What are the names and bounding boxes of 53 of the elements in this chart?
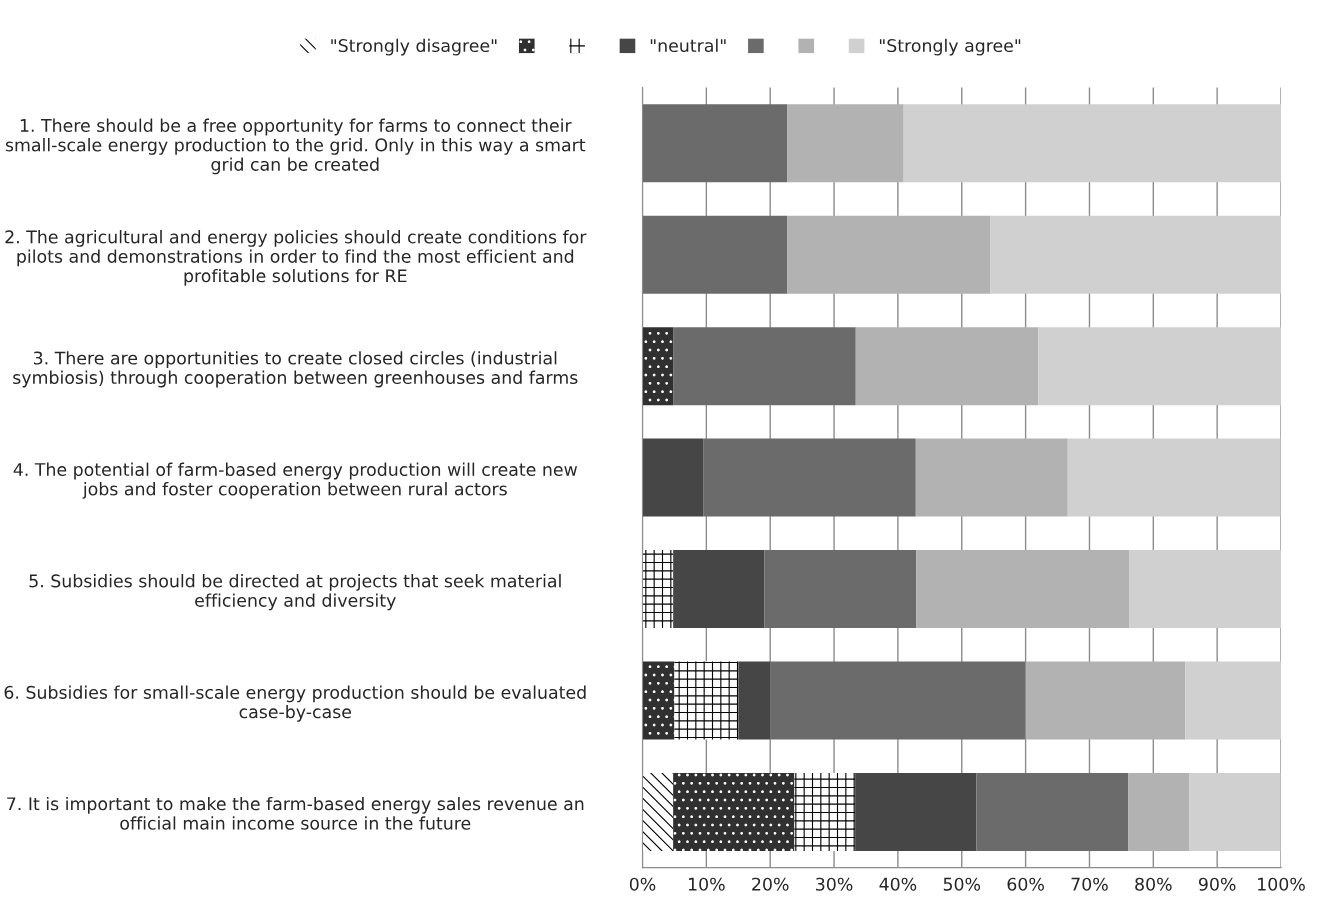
x-tick-label: 20% xyxy=(752,877,789,891)
legend-label: "neutral" xyxy=(650,38,726,53)
y-tick-label: 4. The potential of farm-based energy production will create new jobs and foster cooperation between rural actors xyxy=(13,462,578,499)
y-tick-label: 5. Subsidies should be directed at projects that seek material efficiency and diversity xyxy=(29,574,561,611)
bar xyxy=(1129,550,1282,629)
bar xyxy=(1128,772,1190,851)
bar xyxy=(673,550,765,629)
x-tick-label: 70% xyxy=(1071,877,1108,891)
x-tick-label: 0% xyxy=(629,877,656,891)
x-tick-label: 30% xyxy=(816,877,853,891)
x-tick-label: 60% xyxy=(1007,877,1044,891)
bar xyxy=(855,327,1039,406)
bar xyxy=(1038,327,1282,406)
bar xyxy=(915,438,1068,517)
bar xyxy=(674,661,739,740)
x-tick-label: 100% xyxy=(1258,877,1305,891)
bar xyxy=(642,104,788,183)
bar xyxy=(642,550,674,629)
bar xyxy=(642,327,674,406)
y-tick-label: 7. It is important to make the farm-based energy sales revenue an official main income source in the future xyxy=(7,796,584,830)
bar xyxy=(787,215,991,294)
bar xyxy=(770,661,1026,740)
bar xyxy=(976,772,1129,851)
bar xyxy=(916,550,1130,629)
bar xyxy=(738,661,771,740)
legend-label: "Strongly disagree" xyxy=(331,38,497,56)
bar xyxy=(642,438,704,517)
bar xyxy=(1189,772,1281,851)
y-tick-label: 6. Subsidies for small-scale energy production should be evaluated case-by-case xyxy=(4,685,586,722)
bar xyxy=(673,327,856,406)
bar xyxy=(903,104,1282,183)
bar xyxy=(703,438,916,517)
bar xyxy=(787,104,904,183)
y-tick-label: 3. There are opportunities to create closed circles (industrial symbiosis) through cooperation between greenhouses and farms xyxy=(13,351,578,388)
legend-label: "Strongly agree" xyxy=(879,38,1021,56)
y-tick-label: 2. The agricultural and energy policies should create conditions for pilots and demonstrations in order to find the most efficient and profitable solutions for RE xyxy=(5,230,587,286)
x-tick-label: 80% xyxy=(1135,877,1172,891)
x-tick-label: 10% xyxy=(688,877,725,891)
bar xyxy=(1067,438,1281,517)
x-tick-label: 40% xyxy=(879,877,917,891)
bar xyxy=(673,772,795,851)
y-tick-label: 1. There should be a free opportunity for farms to connect their small-scale energy production to the grid. Only in this way a smart grid can be created xyxy=(5,118,586,175)
bar xyxy=(855,772,977,851)
bar xyxy=(1025,661,1186,740)
bar xyxy=(764,550,917,629)
bar xyxy=(642,661,675,740)
x-tick-label: 50% xyxy=(943,877,981,891)
bar xyxy=(1185,661,1282,740)
bar xyxy=(794,772,856,851)
bar xyxy=(642,215,788,294)
bar xyxy=(990,215,1282,294)
x-tick-label: 90% xyxy=(1198,877,1236,891)
bar xyxy=(642,772,674,851)
